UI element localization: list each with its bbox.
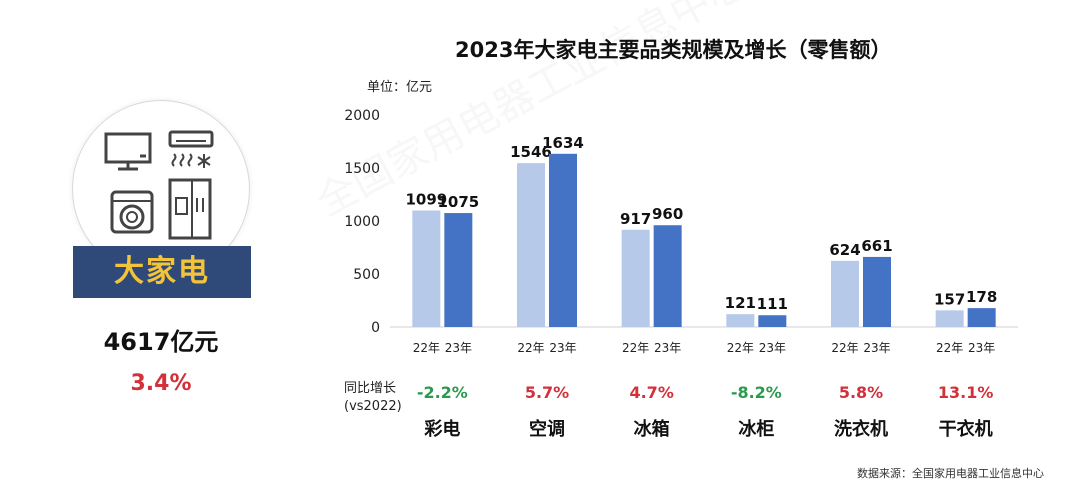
bar-22年-干衣机 xyxy=(935,310,964,327)
data-label: 661 xyxy=(861,237,892,255)
category-name: 洗衣机 xyxy=(834,419,888,440)
x-tick-label: 22年 xyxy=(517,341,544,355)
category-name: 冰箱 xyxy=(633,419,670,440)
x-tick-label: 23年 xyxy=(654,341,681,355)
yoy-value: -8.2% xyxy=(730,383,782,402)
yoy-label-line1: 同比增长 xyxy=(344,381,397,396)
data-source: 数据来源：全国家用电器工业信息中心 xyxy=(857,467,1044,480)
category-name: 彩电 xyxy=(424,419,461,440)
data-label: 178 xyxy=(966,288,997,306)
category-name: 冰柜 xyxy=(738,419,775,440)
x-tick-label: 22年 xyxy=(727,341,754,355)
x-tick-label: 23年 xyxy=(968,341,995,355)
data-label: 1099 xyxy=(405,191,447,209)
yoy-label: 同比增长 (vs2022) xyxy=(344,380,434,416)
x-tick-label: 23年 xyxy=(549,341,576,355)
bar-22年-彩电 xyxy=(412,210,441,327)
x-tick-label: 22年 xyxy=(413,341,440,355)
summary-panel: 大家电 4617亿元 3.4% xyxy=(0,0,330,495)
bar-23年-彩电 xyxy=(444,213,473,327)
unit-label: 单位：亿元 xyxy=(367,80,433,95)
data-label: 157 xyxy=(934,290,965,308)
bar-23年-冰柜 xyxy=(758,315,787,327)
yoy-value: 13.1% xyxy=(937,383,994,402)
yoy-value: 5.7% xyxy=(524,383,570,402)
chart-title: 2023年大家电主要品类规模及增长（零售额） xyxy=(455,38,892,62)
refrigerator-icon xyxy=(168,178,212,240)
y-tick-label: 1000 xyxy=(344,214,380,230)
data-label: 111 xyxy=(757,295,788,313)
x-tick-label: 23年 xyxy=(445,341,472,355)
y-tick-label: 2000 xyxy=(344,108,380,124)
tv-icon xyxy=(104,132,152,171)
data-label: 624 xyxy=(829,241,860,259)
x-tick-label: 22年 xyxy=(936,341,963,355)
bar-23年-空调 xyxy=(549,153,577,327)
total-growth: 3.4% xyxy=(130,371,192,396)
yoy-value: 5.8% xyxy=(838,383,884,402)
y-tick-label: 500 xyxy=(353,267,380,283)
data-label: 917 xyxy=(620,210,651,228)
air-conditioner-icon xyxy=(168,130,214,168)
x-tick-label: 23年 xyxy=(863,341,890,355)
bar-22年-空调 xyxy=(517,163,545,327)
yoy-value: -2.2% xyxy=(416,383,468,402)
category-banner: 大家电 xyxy=(73,246,251,298)
data-label: 1075 xyxy=(437,193,479,211)
data-label: 1634 xyxy=(542,134,584,152)
bar-22年-冰柜 xyxy=(726,314,755,327)
category-name: 空调 xyxy=(529,419,565,440)
total-value: 4617亿元 xyxy=(103,328,219,356)
category-name: 干衣机 xyxy=(938,419,993,440)
bar-23年-冰箱 xyxy=(653,225,682,327)
yoy-label-line2: (vs2022) xyxy=(344,399,402,414)
bar-22年-冰箱 xyxy=(621,229,650,327)
data-label: 1546 xyxy=(510,143,552,161)
washing-machine-icon xyxy=(110,190,154,234)
data-label: 960 xyxy=(652,205,683,223)
data-label: 121 xyxy=(725,294,756,312)
x-tick-label: 22年 xyxy=(622,341,649,355)
bar-23年-洗衣机 xyxy=(863,256,891,327)
x-tick-label: 22年 xyxy=(831,341,858,355)
y-tick-label: 0 xyxy=(371,320,380,336)
yoy-value: 4.7% xyxy=(629,383,674,402)
y-tick-label: 1500 xyxy=(344,161,380,177)
bar-22年-洗衣机 xyxy=(831,260,859,327)
bar-23年-干衣机 xyxy=(967,308,996,327)
x-tick-label: 23年 xyxy=(759,341,786,355)
